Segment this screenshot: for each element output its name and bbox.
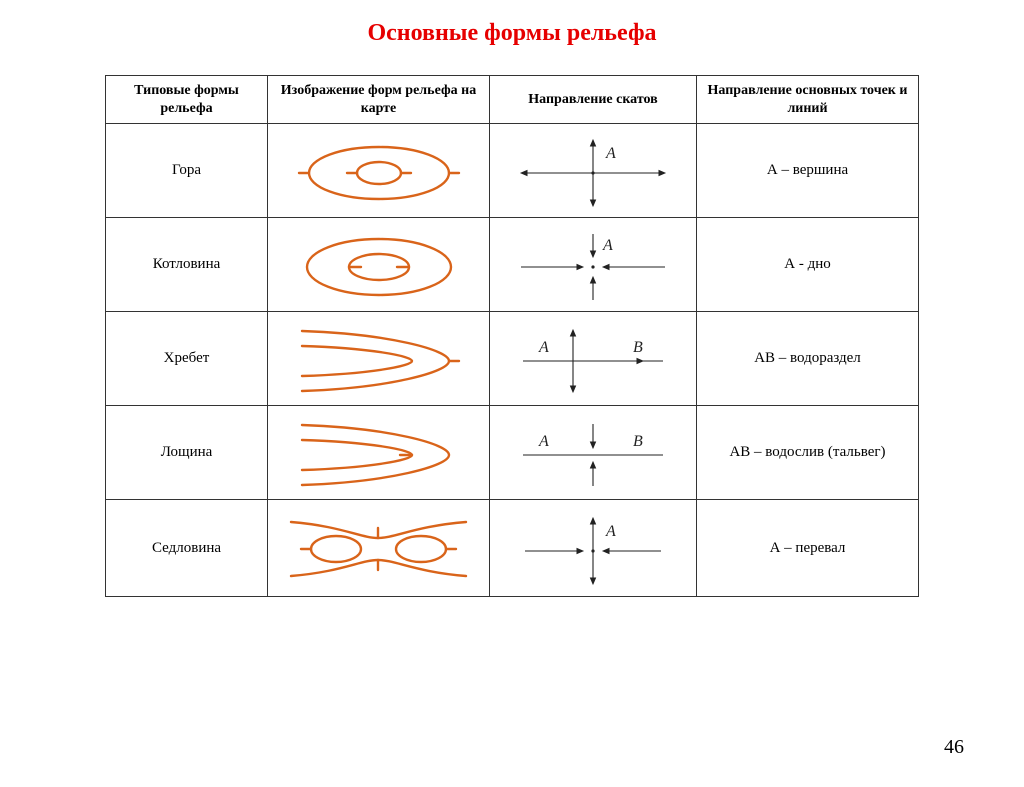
row3-desc: АВ – водораздел (697, 312, 919, 406)
col-header-1: Типовые формы рельефа (106, 76, 268, 124)
row5-map-diagram (268, 500, 490, 597)
row3-slope-diagram: А В (490, 312, 697, 406)
col-header-3: Направление скатов (490, 76, 697, 124)
svg-text:А: А (605, 145, 616, 162)
row2-desc: А - дно (697, 218, 919, 312)
row1-slope-diagram: А (490, 124, 697, 218)
svg-text:А: А (602, 237, 613, 254)
row4-name: Лощина (106, 406, 268, 500)
row3-map-diagram (268, 312, 490, 406)
table-row: Седловина (106, 500, 919, 597)
table-row: Гора (106, 124, 919, 218)
row2-slope-diagram: А (490, 218, 697, 312)
row3-name: Хребет (106, 312, 268, 406)
row2-map-diagram (268, 218, 490, 312)
row4-map-diagram (268, 406, 490, 500)
row5-desc: А – перевал (697, 500, 919, 597)
row1-map-diagram (268, 124, 490, 218)
row2-name: Котловина (106, 218, 268, 312)
relief-table: Типовые формы рельефа Изображение форм р… (105, 75, 919, 597)
row5-name: Седловина (106, 500, 268, 597)
table-row: Котловина (106, 218, 919, 312)
svg-text:В: В (633, 339, 643, 356)
table-header-row: Типовые формы рельефа Изображение форм р… (106, 76, 919, 124)
svg-text:В: В (633, 433, 643, 450)
svg-text:А: А (605, 523, 616, 540)
row4-slope-diagram: А В (490, 406, 697, 500)
row4-desc: АВ – водослив (тальвег) (697, 406, 919, 500)
svg-text:А: А (538, 339, 549, 356)
col-header-2: Изображение форм рельефа на карте (268, 76, 490, 124)
row1-name: Гора (106, 124, 268, 218)
row5-slope-diagram: А (490, 500, 697, 597)
row1-desc: А – вершина (697, 124, 919, 218)
table-row: Лощина А В (106, 406, 919, 500)
svg-text:А: А (538, 433, 549, 450)
table-row: Хребет (106, 312, 919, 406)
col-header-4: Направление основных точек и линий (697, 76, 919, 124)
page-title: Основные формы рельефа (0, 20, 1024, 47)
page-number: 46 (944, 736, 964, 759)
